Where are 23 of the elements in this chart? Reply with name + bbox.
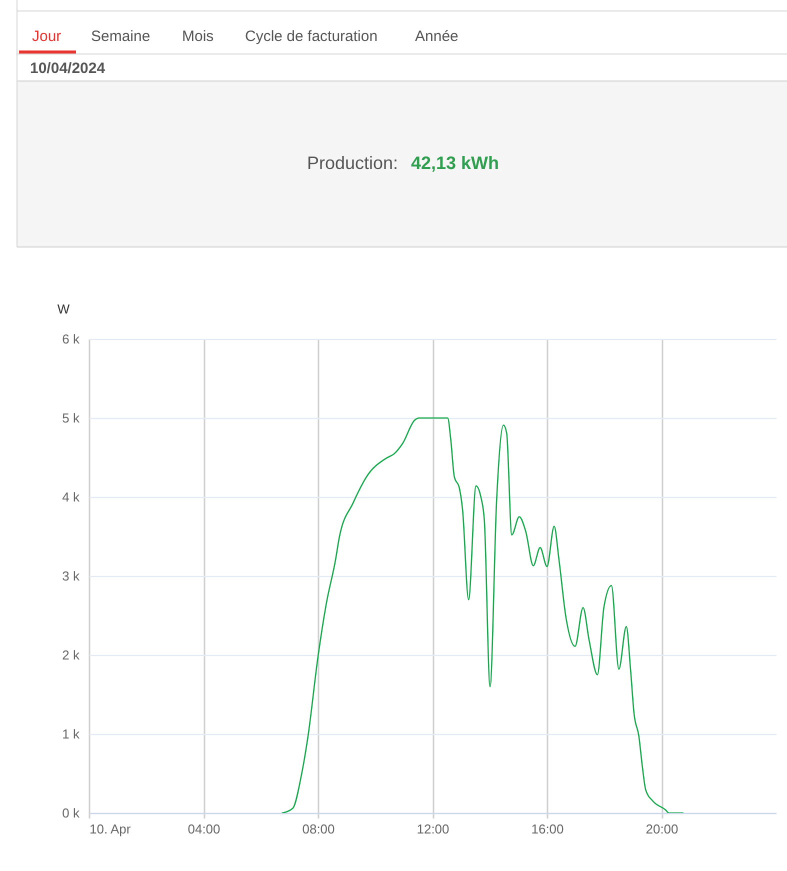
x-tick-label: 16:00 bbox=[531, 822, 564, 836]
text: 42,13 kWh bbox=[411, 153, 500, 173]
y-tick-label: 2 k bbox=[62, 648, 80, 662]
y-axis-title: W bbox=[57, 302, 70, 316]
text: Jour bbox=[32, 28, 62, 45]
x-tick-label: 20:00 bbox=[646, 822, 678, 836]
x-tick-label: 10. Apr bbox=[90, 822, 132, 836]
text: Année bbox=[415, 28, 458, 45]
text: Semaine bbox=[91, 28, 150, 45]
text: Cycle de facturation bbox=[245, 28, 378, 45]
chart-title: 10/04/2024 bbox=[30, 60, 106, 77]
text: Production: bbox=[306, 153, 398, 173]
x-tick-label: 08:00 bbox=[302, 822, 335, 836]
x-tick-label: 04:00 bbox=[188, 822, 220, 836]
y-tick-label: 4 k bbox=[62, 490, 80, 504]
y-tick-label: 6 k bbox=[62, 332, 80, 346]
y-tick-label: 0 k bbox=[62, 806, 80, 820]
y-tick-label: 5 k bbox=[62, 410, 80, 426]
y-tick-label: 1 k bbox=[62, 726, 80, 742]
y-tick-label: 3 k bbox=[62, 568, 80, 584]
text: Mois bbox=[182, 28, 214, 45]
line-series bbox=[282, 417, 684, 813]
x-tick-label: 12:00 bbox=[416, 822, 450, 836]
